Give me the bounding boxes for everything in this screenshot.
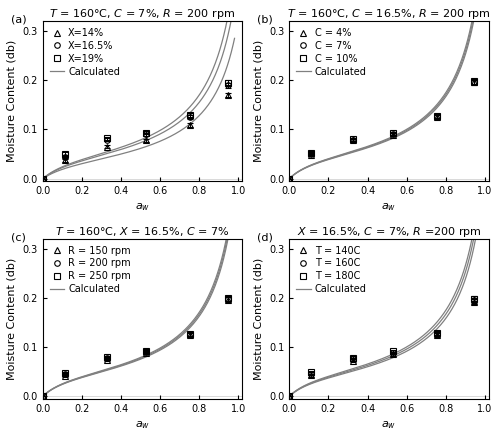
Legend: X=14%, X=16.5%, X=19%, Calculated: X=14%, X=16.5%, X=19%, Calculated [48,26,122,78]
X-axis label: $\mathit{a_w}$: $\mathit{a_w}$ [135,201,150,213]
Title: $\mathit{T}$ = 160°C, $\mathit{X}$ = 16.5%, $\mathit{C}$ = 7%: $\mathit{T}$ = 160°C, $\mathit{X}$ = 16.… [56,225,230,237]
Y-axis label: Moisture Content (db): Moisture Content (db) [7,258,17,380]
Y-axis label: Moisture Content (db): Moisture Content (db) [7,40,17,162]
Text: (b): (b) [258,15,273,25]
Text: (d): (d) [258,232,273,242]
Legend: R = 150 rpm, R = 200 rpm, R = 250 rpm, Calculated: R = 150 rpm, R = 200 rpm, R = 250 rpm, C… [48,244,132,296]
Legend: T = 140C, T = 160C, T = 180C, Calculated: T = 140C, T = 160C, T = 180C, Calculated [294,244,368,296]
X-axis label: $\mathit{a_w}$: $\mathit{a_w}$ [382,419,396,431]
Y-axis label: Moisture Content (db): Moisture Content (db) [254,258,264,380]
Title: $\mathit{T}$ = 160°C, $\mathit{C}$ = 16.5%, $\mathit{R}$ = 200 rpm: $\mathit{T}$ = 160°C, $\mathit{C}$ = 16.… [287,7,491,21]
X-axis label: $\mathit{a_w}$: $\mathit{a_w}$ [135,419,150,431]
X-axis label: $\mathit{a_w}$: $\mathit{a_w}$ [382,201,396,213]
Text: (c): (c) [11,232,26,242]
Y-axis label: Moisture Content (db): Moisture Content (db) [254,40,264,162]
Title: $\mathit{X}$ = 16.5%, $\mathit{C}$ = 7%, $\mathit{R}$ =200 rpm: $\mathit{X}$ = 16.5%, $\mathit{C}$ = 7%,… [296,225,482,239]
Legend: C = 4%, C = 7%, C = 10%, Calculated: C = 4%, C = 7%, C = 10%, Calculated [294,26,368,78]
Text: (a): (a) [11,15,26,25]
Title: $\mathit{T}$ = 160°C, $\mathit{C}$ = 7%, $\mathit{R}$ = 200 rpm: $\mathit{T}$ = 160°C, $\mathit{C}$ = 7%,… [50,7,236,21]
